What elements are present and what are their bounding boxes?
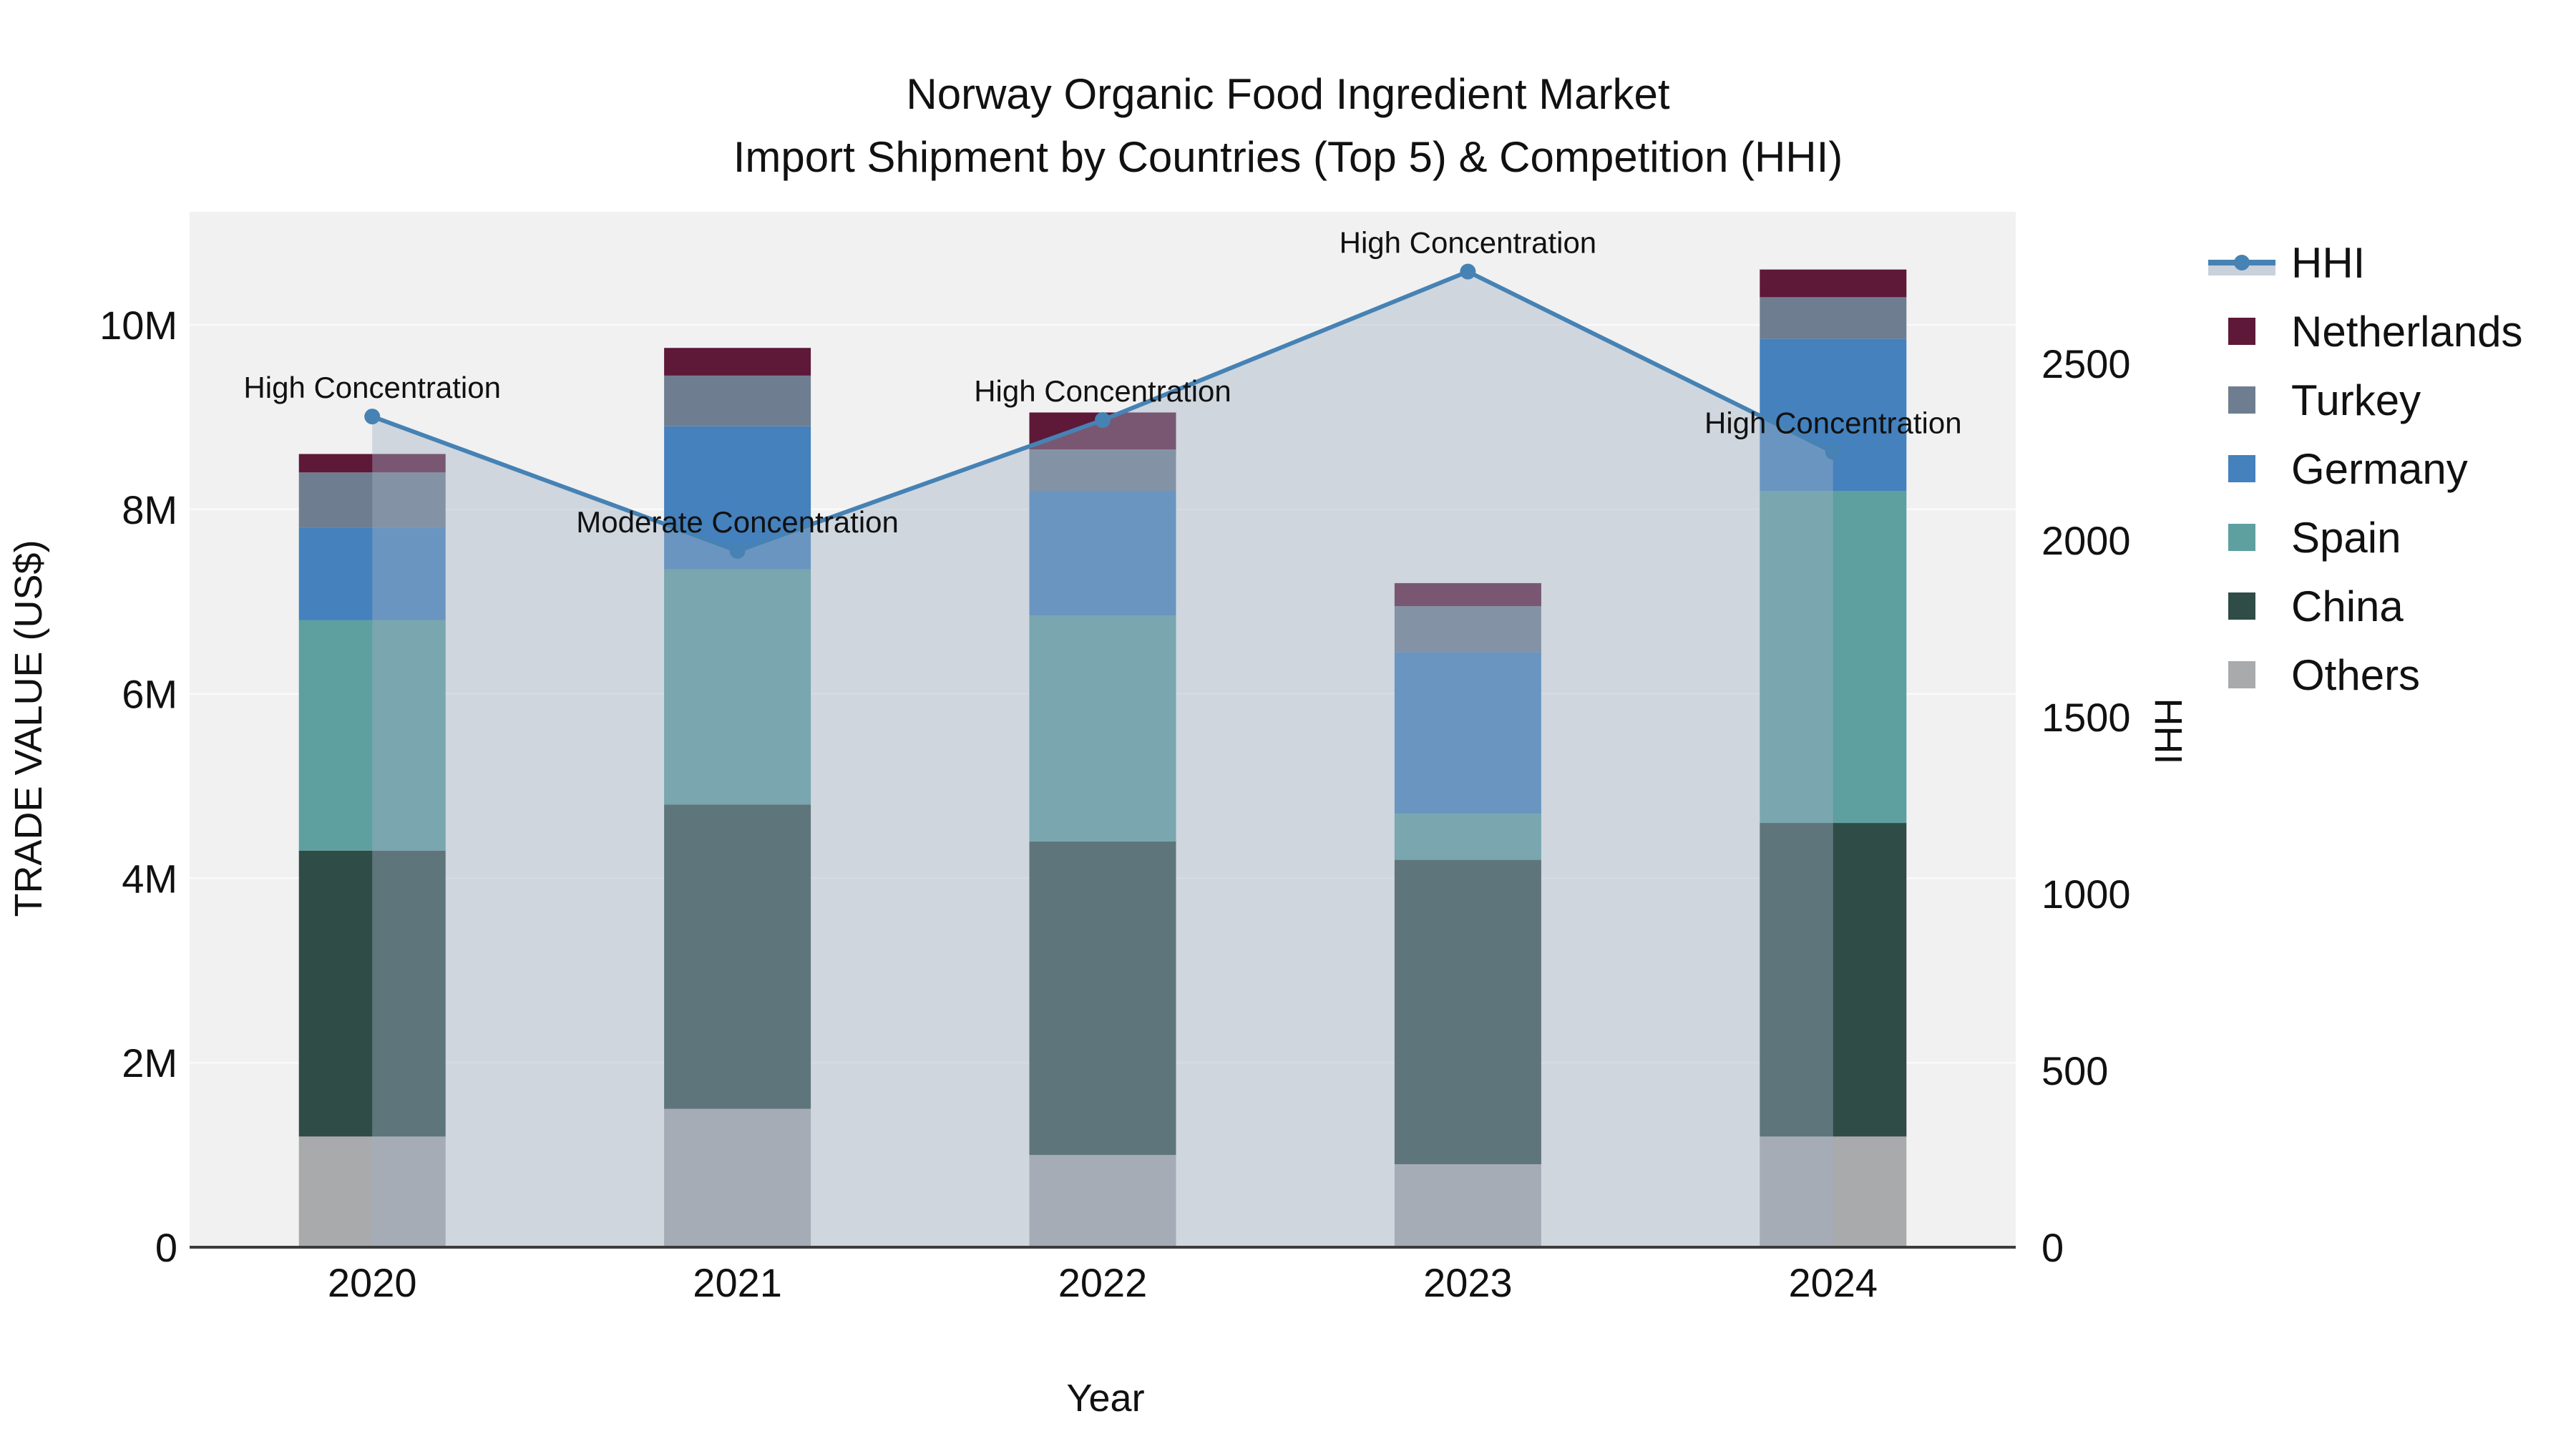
bar-segment-china-2020[interactable] (298, 850, 446, 1137)
bar-segment-others-2021[interactable] (664, 1108, 811, 1247)
bar-segment-turkey-2020[interactable] (298, 472, 446, 528)
hhi-marker-2021[interactable] (729, 542, 746, 559)
y-left-tick-2M: 2M (122, 1040, 177, 1085)
bar-segment-others-2023[interactable] (1394, 1163, 1541, 1247)
x-tick-2023: 2023 (1423, 1260, 1513, 1305)
bar-segment-netherlands-2024[interactable] (1760, 269, 1907, 298)
bar-segment-netherlands-2020[interactable] (298, 454, 446, 473)
y-right-tick-2500: 2500 (2041, 341, 2131, 386)
y-left-tick-8M: 8M (122, 487, 177, 532)
y-right-tick-1000: 1000 (2041, 872, 2131, 917)
y-right-tick-0: 0 (2041, 1225, 2064, 1270)
legend-item-spain[interactable]: Spain (2228, 514, 2401, 562)
bar-segment-china-2022[interactable] (1029, 841, 1176, 1156)
bar-segment-spain-2024[interactable] (1760, 491, 1907, 824)
bar-segment-turkey-2024[interactable] (1760, 297, 1907, 339)
legend-item-germany[interactable]: Germany (2228, 445, 2468, 493)
legend-label-hhi: HHI (2291, 239, 2365, 287)
y-left-tick-4M: 4M (122, 856, 177, 901)
legend-swatch-spain (2228, 524, 2255, 551)
annotation-2020: High Concentration (243, 371, 501, 404)
bar-segment-spain-2021[interactable] (664, 569, 811, 805)
hhi-marker-2024[interactable] (1825, 444, 1841, 460)
y-right-tick-1500: 1500 (2041, 695, 2131, 740)
y-right-tick-2000: 2000 (2041, 518, 2131, 563)
annotation-2021: Moderate Concentration (576, 505, 899, 539)
bar-segment-china-2021[interactable] (664, 804, 811, 1109)
bar-segment-others-2022[interactable] (1029, 1155, 1176, 1247)
chart-title-line2: Import Shipment by Countries (Top 5) & C… (733, 133, 1843, 181)
x-tick-2022: 2022 (1058, 1260, 1148, 1305)
bar-segment-turkey-2022[interactable] (1029, 449, 1176, 492)
legend-swatch-turkey (2228, 386, 2255, 414)
legend-swatch-germany (2228, 455, 2255, 482)
bar-segment-china-2024[interactable] (1760, 823, 1907, 1137)
legend-swatch-others (2228, 661, 2255, 688)
legend-hhi-marker-icon (2234, 255, 2250, 270)
legend-item-china[interactable]: China (2228, 582, 2404, 630)
legend-swatch-netherlands (2228, 318, 2255, 345)
stacked-bars-layer (298, 269, 1907, 1247)
bar-segment-germany-2024[interactable] (1760, 338, 1907, 492)
annotation-layer: High Concentration Moderate Concentration… (243, 226, 1961, 539)
legend-swatch-china (2228, 592, 2255, 620)
legend-item-others[interactable]: Others (2228, 651, 2420, 699)
y-right-axis-title: HHI (2147, 698, 2190, 765)
y-left-tick-10M: 10M (99, 303, 177, 348)
legend: HHI Netherlands Turkey Germany Spain China Oth… (2208, 239, 2523, 699)
bar-segment-others-2020[interactable] (298, 1136, 446, 1247)
bar-segment-germany-2023[interactable] (1394, 652, 1541, 814)
x-tick-2021: 2021 (693, 1260, 782, 1305)
bar-segment-china-2023[interactable] (1394, 859, 1541, 1164)
y-left-tick-6M: 6M (122, 672, 177, 717)
hhi-marker-2023[interactable] (1460, 263, 1476, 280)
chart-title-line1: Norway Organic Food Ingredient Market (906, 70, 1669, 118)
bar-segment-turkey-2021[interactable] (664, 375, 811, 426)
bar-segment-turkey-2023[interactable] (1394, 606, 1541, 653)
chart-title: Norway Organic Food Ingredient Market Im… (733, 70, 1843, 181)
bar-segment-spain-2022[interactable] (1029, 615, 1176, 841)
bar-segment-netherlands-2021[interactable] (664, 348, 811, 376)
annotation-2023: High Concentration (1340, 226, 1597, 260)
legend-item-turkey[interactable]: Turkey (2228, 376, 2421, 424)
y-right-tick-500: 500 (2041, 1048, 2108, 1093)
bar-segment-spain-2023[interactable] (1394, 814, 1541, 860)
x-axis-title: Year (1066, 1377, 1144, 1420)
annotation-2022: High Concentration (974, 374, 1231, 408)
legend-item-netherlands[interactable]: Netherlands (2228, 308, 2523, 356)
bar-segment-others-2024[interactable] (1760, 1136, 1907, 1247)
legend-label-germany: Germany (2291, 445, 2468, 493)
legend-label-others: Others (2291, 651, 2420, 699)
legend-label-netherlands: Netherlands (2291, 308, 2523, 356)
legend-label-spain: Spain (2291, 514, 2401, 562)
bar-segment-spain-2020[interactable] (298, 620, 446, 851)
legend-item-hhi[interactable]: HHI (2208, 239, 2365, 287)
bar-segment-germany-2022[interactable] (1029, 491, 1176, 616)
axis-layer: Year TRADE VALUE (US$) HHI 0 2M 4M 6M 8M 10M 0… (7, 303, 2190, 1420)
bar-segment-germany-2020[interactable] (298, 527, 446, 620)
x-tick-2020: 2020 (328, 1260, 417, 1305)
hhi-area-fill (372, 271, 1833, 1247)
legend-label-china: China (2291, 582, 2404, 630)
hhi-area-layer (372, 271, 1833, 1247)
legend-label-turkey: Turkey (2291, 376, 2421, 424)
hhi-line-layer (364, 263, 1841, 559)
y-left-tick-0: 0 (155, 1225, 177, 1270)
annotation-2024: High Concentration (1704, 406, 1962, 440)
y-left-axis-title: TRADE VALUE (US$) (7, 540, 50, 917)
x-tick-2024: 2024 (1789, 1260, 1878, 1305)
hhi-marker-2022[interactable] (1095, 412, 1111, 429)
bar-segment-netherlands-2023[interactable] (1394, 582, 1541, 607)
hhi-marker-2020[interactable] (364, 409, 381, 425)
